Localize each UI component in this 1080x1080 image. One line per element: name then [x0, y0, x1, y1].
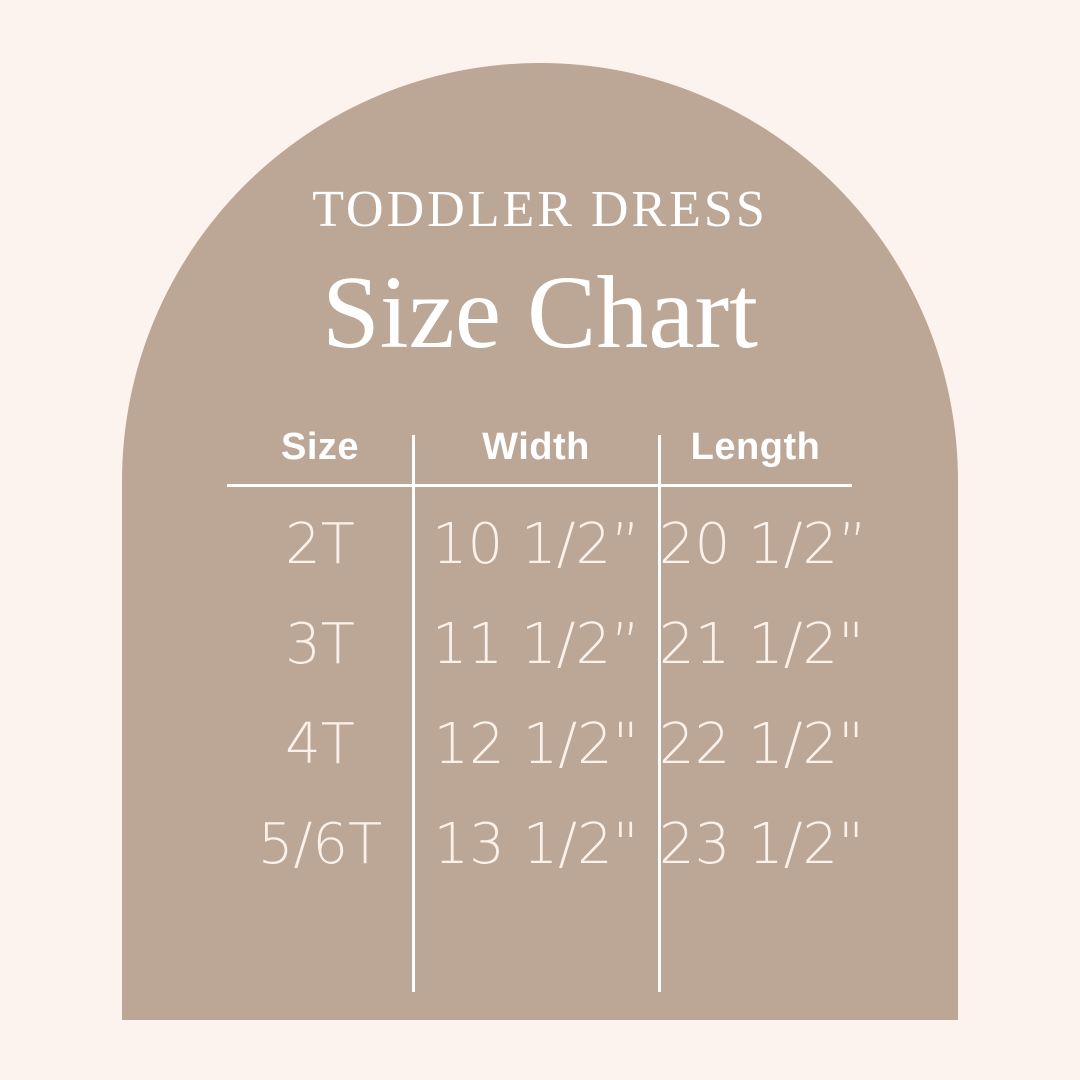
header-divider-horizontal — [227, 484, 852, 487]
eyebrow-heading: TODDLER DRESS — [312, 181, 768, 238]
column-header-size: Size — [280, 426, 360, 468]
table-row: 22 1/2" — [659, 712, 864, 777]
column-header-width: Width — [482, 426, 590, 468]
table-row: 11 1/2” — [431, 612, 641, 677]
table-row: 10 1/2” — [431, 512, 641, 577]
arch-background-shape — [122, 63, 958, 1020]
table-row: 5/6T — [257, 812, 383, 877]
table-row: 21 1/2" — [659, 612, 864, 677]
table-row: 13 1/2" — [433, 812, 639, 877]
column-header-length: Length — [690, 426, 821, 468]
table-row: 2T — [285, 512, 355, 577]
table-row: 3T — [285, 612, 355, 677]
column-divider-size-width — [412, 435, 415, 992]
page-title: Size Chart — [321, 255, 759, 370]
table-row: 12 1/2" — [433, 712, 639, 777]
column-divider-width-length — [658, 435, 661, 992]
table-row: 23 1/2" — [659, 812, 864, 877]
table-row: 4T — [285, 712, 355, 777]
table-row: 20 1/2” — [659, 512, 868, 577]
